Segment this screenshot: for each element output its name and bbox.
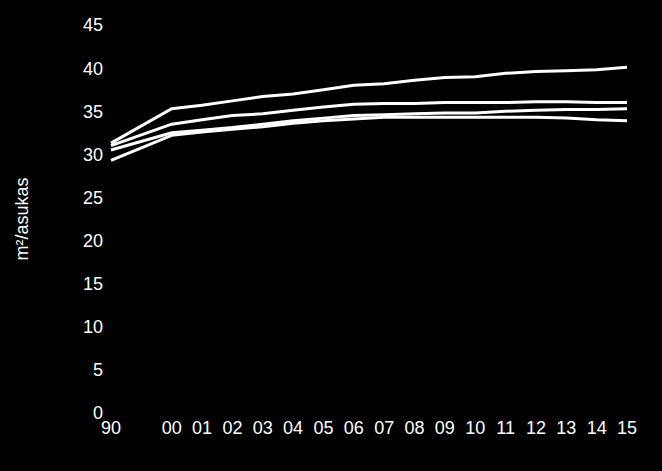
svg-text:05: 05 bbox=[313, 418, 333, 438]
svg-text:15: 15 bbox=[617, 418, 637, 438]
svg-text:90: 90 bbox=[101, 418, 121, 438]
svg-text:13: 13 bbox=[556, 418, 576, 438]
svg-text:08: 08 bbox=[405, 418, 425, 438]
svg-text:11: 11 bbox=[496, 418, 515, 438]
svg-text:40: 40 bbox=[83, 59, 103, 79]
svg-text:12: 12 bbox=[526, 418, 546, 438]
svg-text:15: 15 bbox=[83, 274, 103, 294]
svg-text:m²/asukas: m²/asukas bbox=[12, 177, 32, 260]
svg-text:04: 04 bbox=[283, 418, 303, 438]
svg-text:5: 5 bbox=[93, 360, 103, 380]
svg-text:06: 06 bbox=[344, 418, 364, 438]
svg-text:0: 0 bbox=[93, 403, 103, 423]
svg-text:09: 09 bbox=[435, 418, 455, 438]
svg-text:35: 35 bbox=[83, 102, 103, 122]
svg-text:00: 00 bbox=[162, 418, 182, 438]
svg-text:02: 02 bbox=[222, 418, 242, 438]
svg-text:03: 03 bbox=[253, 418, 273, 438]
svg-text:25: 25 bbox=[83, 188, 103, 208]
svg-text:45: 45 bbox=[83, 15, 103, 35]
svg-text:07: 07 bbox=[374, 418, 394, 438]
svg-text:30: 30 bbox=[83, 145, 103, 165]
svg-text:20: 20 bbox=[83, 231, 103, 251]
svg-text:10: 10 bbox=[465, 418, 485, 438]
svg-text:14: 14 bbox=[587, 418, 607, 438]
svg-text:10: 10 bbox=[83, 317, 103, 337]
svg-text:01: 01 bbox=[192, 418, 212, 438]
